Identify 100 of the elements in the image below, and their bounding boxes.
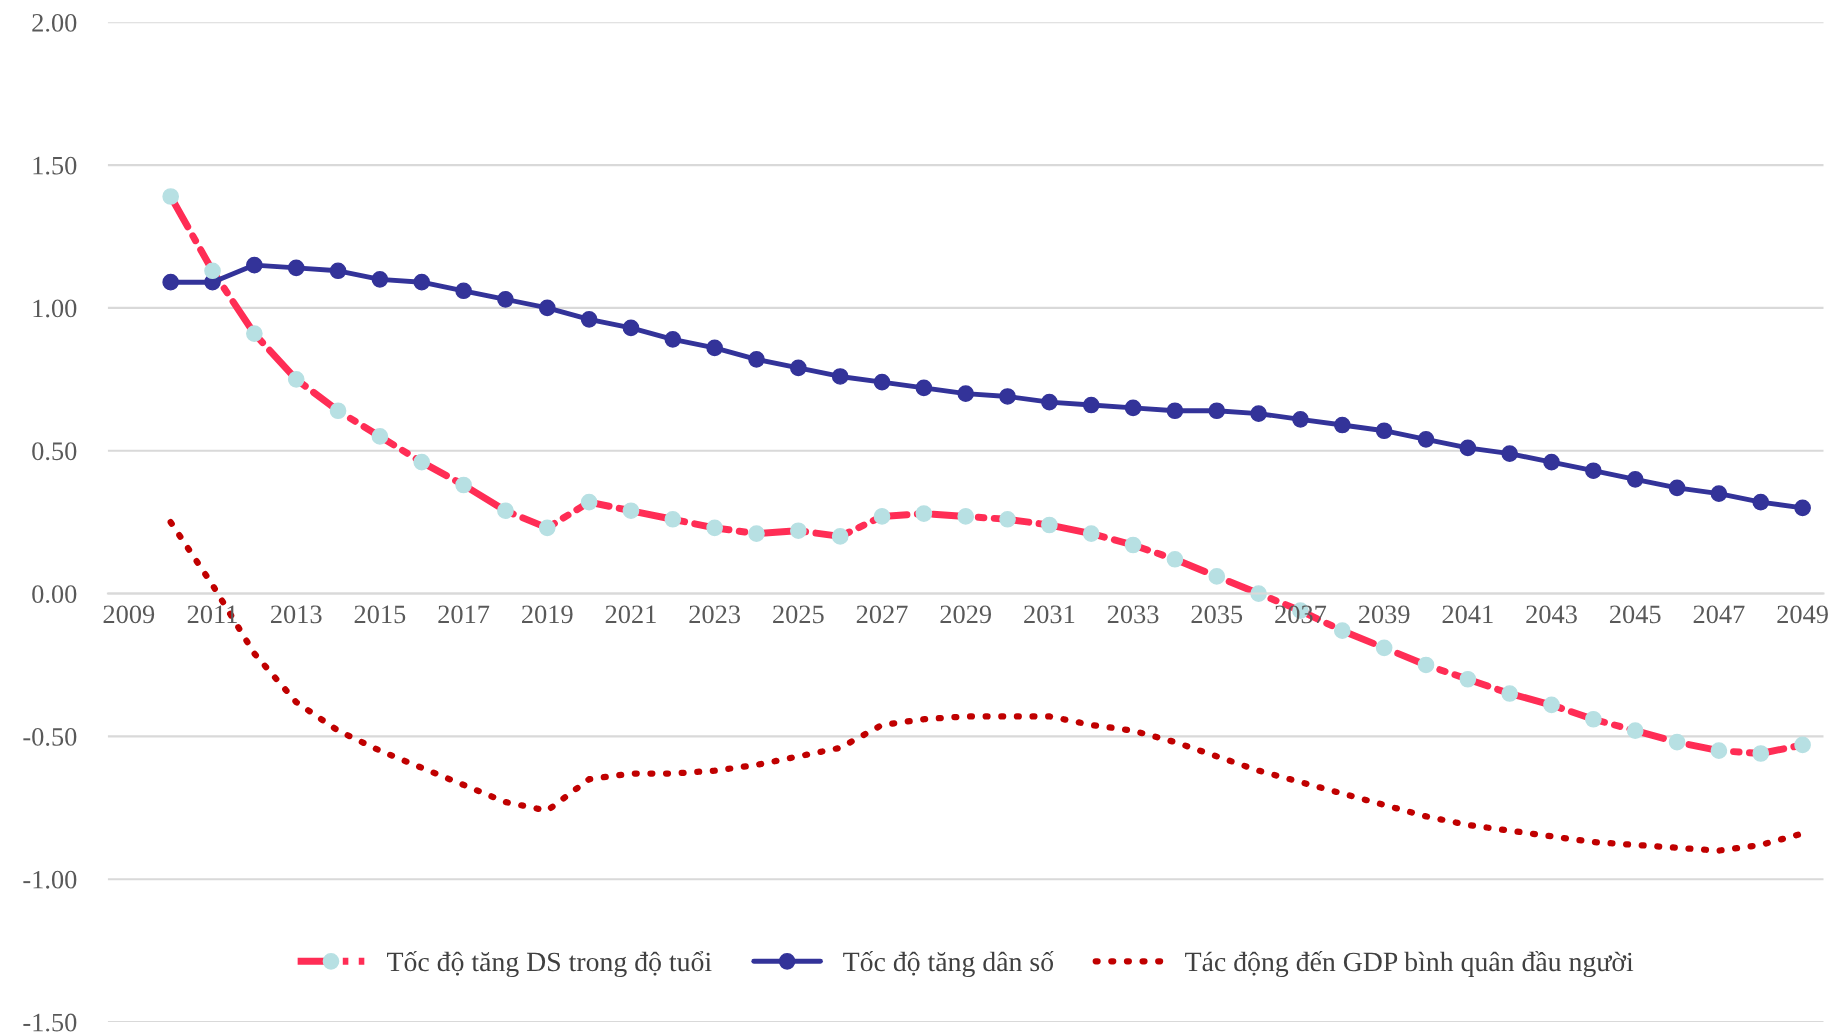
point <box>204 262 221 280</box>
legend-label: Tốc độ tăng DS trong độ tuổi <box>387 950 712 978</box>
point <box>1668 479 1686 497</box>
point <box>1668 733 1686 751</box>
legend-label: Tốc độ tăng dân số <box>843 950 1054 978</box>
x-tick-label: 2029 <box>940 605 992 624</box>
point <box>580 493 598 511</box>
y-tick-label: 0.50 <box>32 442 77 461</box>
point <box>957 508 975 525</box>
x-tick-label: 2035 <box>1191 605 1243 624</box>
y-tick-label: -1.50 <box>23 1013 77 1032</box>
y-tick-label: -0.50 <box>23 727 77 746</box>
point <box>1794 736 1811 754</box>
point <box>664 331 682 348</box>
point <box>1250 405 1267 422</box>
x-tick-label: 2031 <box>1024 605 1075 624</box>
point <box>371 271 389 288</box>
point <box>1585 710 1602 728</box>
point <box>246 256 263 274</box>
point <box>748 350 765 368</box>
point <box>1501 685 1519 702</box>
point <box>1124 399 1142 417</box>
x-tick-label: 2017 <box>438 605 490 624</box>
x-tick-label: 2043 <box>1526 605 1577 624</box>
point <box>1082 396 1100 414</box>
point <box>622 502 640 520</box>
point <box>1710 742 1728 759</box>
point <box>915 505 933 522</box>
point <box>1208 402 1226 420</box>
point <box>915 379 933 397</box>
x-tick-label: 2023 <box>689 605 741 624</box>
point <box>706 519 723 537</box>
y-tick-label: 0.00 <box>32 585 77 604</box>
point <box>580 311 598 328</box>
point <box>706 339 723 357</box>
point <box>455 476 472 494</box>
point <box>329 402 347 420</box>
point <box>1333 622 1351 640</box>
point <box>1585 462 1602 480</box>
point <box>1417 430 1435 448</box>
point <box>371 428 389 445</box>
point <box>1543 696 1560 714</box>
point <box>413 453 431 471</box>
point <box>497 502 514 520</box>
point <box>162 188 180 205</box>
point <box>790 359 807 377</box>
point <box>1626 722 1644 739</box>
x-tick-label: 2015 <box>354 605 406 624</box>
point <box>497 291 514 308</box>
point <box>1375 639 1393 657</box>
point <box>1375 422 1393 440</box>
point <box>748 525 765 542</box>
x-tick-label: 2045 <box>1609 605 1661 624</box>
x-tick-label: 2039 <box>1358 605 1410 624</box>
point <box>664 510 682 528</box>
point <box>1208 568 1226 585</box>
point <box>831 528 849 545</box>
x-tick-label: 2019 <box>522 605 573 624</box>
point <box>1041 393 1058 411</box>
x-tick-label: 2021 <box>605 605 656 624</box>
point <box>831 368 849 385</box>
y-tick-label: 2.00 <box>32 13 77 32</box>
point <box>1710 485 1728 502</box>
point <box>538 519 556 537</box>
point <box>1333 416 1351 434</box>
y-tick-label: 1.00 <box>33 299 77 318</box>
point <box>246 325 263 342</box>
point <box>1543 453 1560 471</box>
point <box>873 508 891 525</box>
point <box>1166 402 1184 420</box>
x-tick-label: 2033 <box>1107 605 1159 624</box>
point <box>162 273 180 291</box>
point <box>1292 410 1309 428</box>
point <box>538 299 556 317</box>
point <box>873 373 891 391</box>
point <box>329 262 347 280</box>
point <box>957 385 975 402</box>
point <box>1626 470 1644 488</box>
point <box>1417 656 1435 674</box>
x-tick-label: 2027 <box>856 605 908 624</box>
point <box>1166 550 1184 568</box>
x-tick-label: 2009 <box>103 605 155 624</box>
point <box>1794 499 1811 517</box>
point <box>1124 536 1142 554</box>
point <box>455 282 472 300</box>
point <box>287 259 305 277</box>
x-tick-label: 2049 <box>1777 605 1828 624</box>
point <box>1752 493 1770 511</box>
point <box>622 319 640 337</box>
point <box>790 522 807 540</box>
point <box>1459 439 1477 457</box>
point <box>1752 745 1770 762</box>
point <box>1459 670 1477 688</box>
point <box>287 370 305 388</box>
y-tick-label: -1.00 <box>23 870 77 889</box>
point <box>413 273 431 291</box>
point <box>999 510 1016 528</box>
y-tick-label: 1.50 <box>33 156 77 175</box>
x-tick-label: 2047 <box>1693 605 1745 624</box>
point <box>1041 516 1058 534</box>
